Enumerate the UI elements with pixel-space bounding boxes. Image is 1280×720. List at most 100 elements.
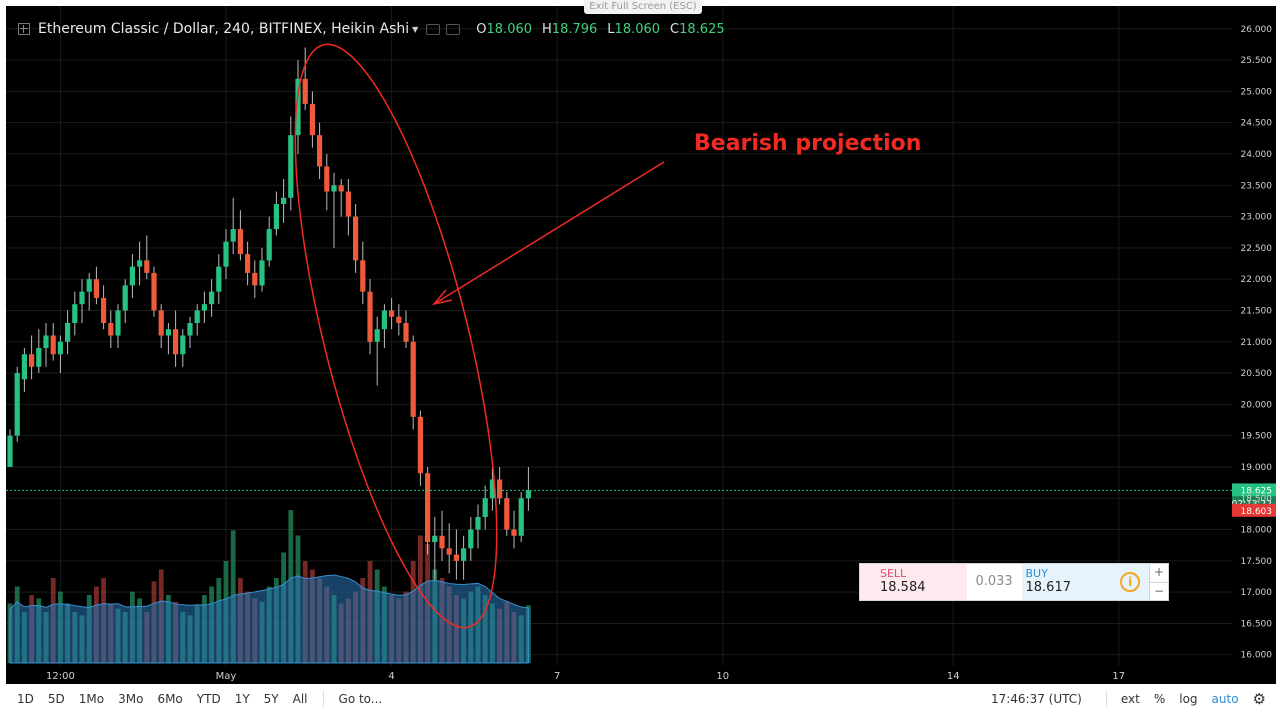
candle	[439, 510, 445, 561]
auto-scale-toggle[interactable]: auto	[1211, 692, 1239, 706]
candle-body	[129, 266, 135, 286]
price-tick-label: 18.500	[1241, 494, 1273, 504]
candle-body	[201, 304, 207, 311]
candle	[86, 272, 92, 311]
chart-pane[interactable]: Bearish projection Ethereum Classic / Do…	[6, 6, 1232, 666]
buy-button[interactable]: BUY 18.617	[1021, 564, 1112, 600]
collapse-toggle-icon[interactable]	[18, 23, 30, 35]
candle	[338, 179, 344, 217]
price-tick-label: 20.000	[1241, 400, 1273, 410]
candle-body	[144, 260, 150, 273]
percent-scale-toggle[interactable]: %	[1153, 692, 1166, 706]
buy-price: 18.617	[1025, 580, 1072, 595]
candle	[230, 197, 236, 255]
spread-value: 0.033	[975, 574, 1013, 589]
candle	[50, 322, 56, 361]
high-key: H	[542, 21, 552, 37]
candle-body	[439, 535, 445, 549]
price-tick-label: 21.500	[1241, 306, 1273, 316]
candle-body	[65, 322, 71, 342]
visibility-small-icon[interactable]	[446, 23, 461, 35]
candle	[302, 47, 308, 111]
log-scale-toggle[interactable]: log	[1179, 692, 1198, 706]
range-3mo-button[interactable]: 3Mo	[118, 692, 144, 706]
candle	[353, 204, 359, 273]
candle-body	[187, 322, 193, 336]
plus-button[interactable]: +	[1150, 564, 1168, 583]
time-tick-label: May	[216, 671, 237, 682]
candle	[511, 510, 517, 549]
sell-button[interactable]: SELL 18.584	[860, 564, 967, 600]
price-tick-label: 23.500	[1241, 181, 1273, 191]
price-axis[interactable]: 18.625 02:13:22 18.603 26.00025.50025.00…	[1232, 6, 1276, 666]
time-axis[interactable]: 12:00May47101417212428Jun47	[6, 666, 1232, 684]
candle	[381, 304, 387, 349]
bearish-ellipse-drawing[interactable]	[254, 27, 539, 644]
price-tick-label: 22.000	[1241, 275, 1273, 285]
range-6mo-button[interactable]: 6Mo	[157, 692, 183, 706]
candle	[173, 310, 179, 367]
gear-icon[interactable]: ⚙	[1252, 690, 1266, 708]
candle-body	[137, 260, 143, 267]
candle-body	[453, 554, 459, 561]
candle	[497, 466, 503, 505]
settings-small-icon[interactable]	[426, 23, 441, 35]
range-1mo-button[interactable]: 1Mo	[78, 692, 105, 706]
price-tick-label: 25.500	[1241, 56, 1273, 66]
goto-date-button[interactable]: Go to...	[338, 692, 383, 706]
range-5d-button[interactable]: 5D	[47, 692, 65, 706]
candle	[43, 322, 49, 367]
symbol-title[interactable]: Ethereum Classic / Dollar, 240, BITFINEX…	[38, 21, 410, 37]
candle	[93, 266, 99, 305]
minus-button[interactable]: −	[1154, 583, 1165, 598]
price-tick-label: 17.000	[1241, 588, 1273, 598]
bearish-arrow-line[interactable]	[433, 161, 665, 305]
open-key: O	[476, 21, 487, 37]
utc-clock[interactable]: 17:46:37 (UTC)	[990, 692, 1082, 706]
open-value: 18.060	[486, 21, 533, 37]
time-axis-scale[interactable]: 12:00May47101417212428Jun47	[6, 666, 1232, 684]
candle-body	[108, 322, 114, 336]
candle-body	[497, 479, 503, 499]
price-axis-scale[interactable]: 18.625 02:13:22 18.603 26.00025.50025.00…	[1232, 6, 1276, 666]
candle	[295, 60, 301, 154]
candle-body	[345, 191, 351, 217]
range-5y-button[interactable]: 5Y	[263, 692, 279, 706]
info-button[interactable]: i	[1111, 564, 1150, 600]
chart-legend: Ethereum Classic / Dollar, 240, BITFINEX…	[18, 18, 725, 40]
candle	[317, 122, 323, 180]
candle	[461, 535, 467, 580]
candle-body	[36, 348, 42, 367]
candle-body	[209, 291, 215, 305]
candle	[158, 304, 164, 349]
candle-body	[482, 498, 488, 518]
candle-body	[122, 285, 128, 311]
candle	[21, 348, 27, 392]
range-all-button[interactable]: All	[292, 692, 308, 706]
bearish-projection-label[interactable]: Bearish projection	[694, 131, 921, 156]
price-chart[interactable]: Bearish projection	[6, 6, 1232, 666]
candle	[281, 179, 287, 223]
chevron-down-icon[interactable]: ▼	[412, 24, 419, 34]
candle-body	[381, 310, 387, 330]
candle-body	[259, 260, 265, 286]
candle	[144, 235, 150, 280]
range-1y-button[interactable]: 1Y	[234, 692, 250, 706]
candle-body	[158, 310, 164, 336]
quantity-stepper: + −	[1149, 564, 1168, 600]
range-ytd-button[interactable]: YTD	[196, 692, 221, 706]
price-tick-label: 24.000	[1241, 150, 1273, 160]
scale-options: 17:46:37 (UTC) ext % log auto ⚙	[977, 684, 1266, 714]
candle	[259, 247, 265, 292]
candle-body	[317, 135, 323, 167]
price-tick-label: 21.000	[1241, 338, 1273, 348]
candle-body	[173, 329, 179, 355]
extended-hours-toggle[interactable]: ext	[1120, 692, 1140, 706]
time-tick-label: 10	[716, 671, 729, 682]
candle-body	[525, 490, 531, 499]
range-1d-button[interactable]: 1D	[17, 692, 34, 706]
candle-body	[7, 435, 13, 467]
exit-fullscreen-hint[interactable]: Exit Full Screen (ESC)	[584, 0, 702, 14]
candle-body	[165, 329, 171, 336]
close-value: 18.625	[679, 21, 725, 37]
